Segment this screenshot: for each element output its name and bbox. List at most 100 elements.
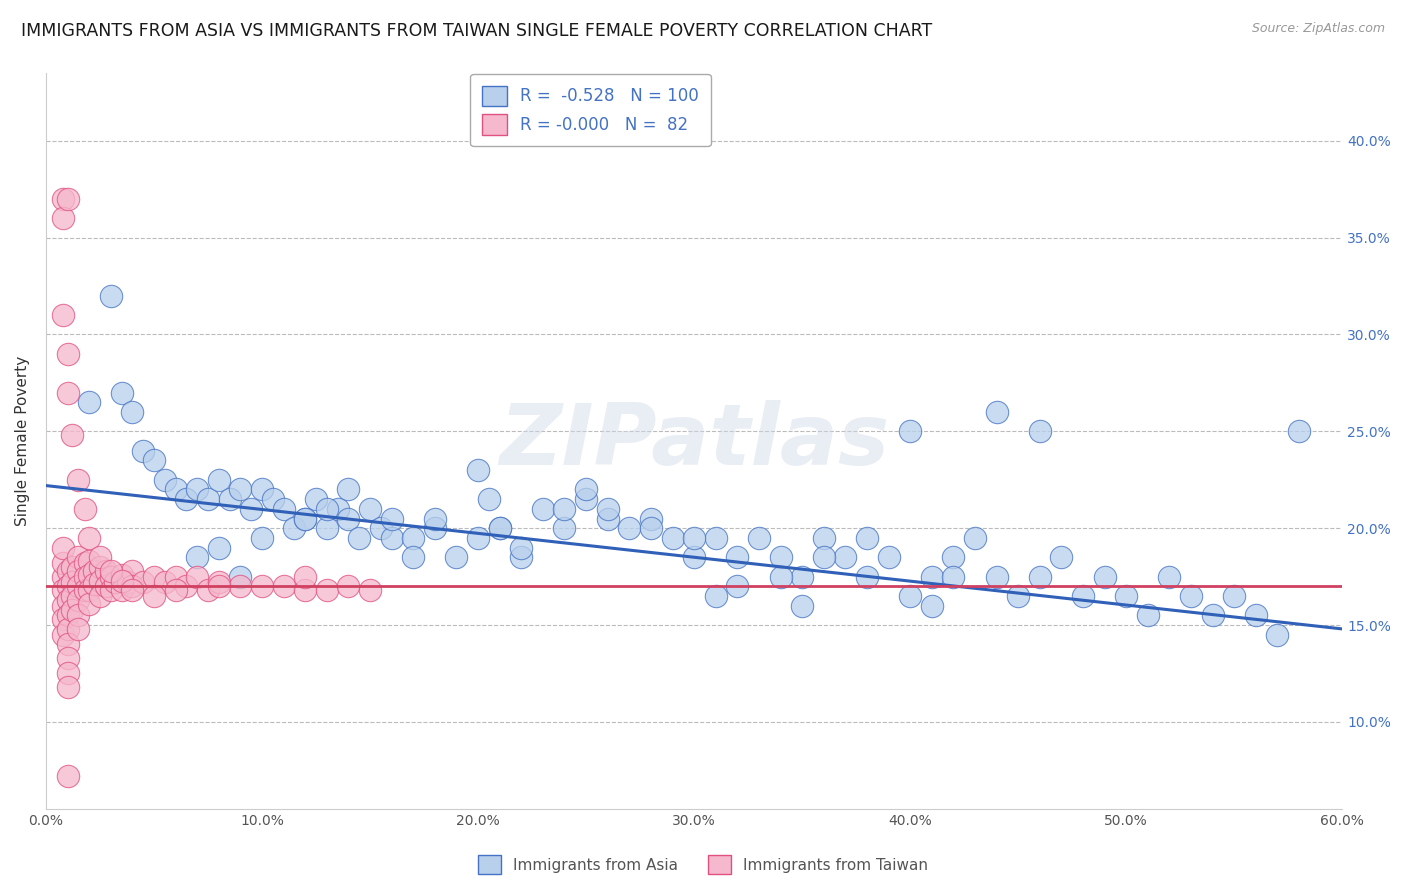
Point xyxy=(1029,569,1052,583)
Point xyxy=(60,560,83,574)
Point xyxy=(683,531,706,545)
Point xyxy=(197,492,219,507)
Point xyxy=(73,556,96,570)
Point xyxy=(704,589,727,603)
Point xyxy=(1094,569,1116,583)
Point xyxy=(56,666,79,681)
Point xyxy=(337,483,360,497)
Point xyxy=(467,463,489,477)
Point xyxy=(143,453,166,467)
Point xyxy=(1050,550,1073,565)
Point xyxy=(100,289,122,303)
Point xyxy=(117,575,139,590)
Point xyxy=(143,589,166,603)
Point xyxy=(165,569,187,583)
Point xyxy=(56,347,79,361)
Point xyxy=(262,492,284,507)
Point xyxy=(661,531,683,545)
Point xyxy=(986,405,1008,419)
Point xyxy=(60,575,83,590)
Point xyxy=(942,550,965,565)
Point xyxy=(921,599,943,613)
Point xyxy=(176,579,198,593)
Point xyxy=(963,531,986,545)
Point xyxy=(186,483,208,497)
Point xyxy=(986,569,1008,583)
Point xyxy=(229,483,252,497)
Point xyxy=(153,575,176,590)
Point xyxy=(67,564,90,578)
Point xyxy=(877,550,900,565)
Point xyxy=(110,574,132,588)
Point xyxy=(294,511,316,525)
Point xyxy=(186,550,208,565)
Point xyxy=(56,385,79,400)
Point xyxy=(56,564,79,578)
Point xyxy=(1267,628,1289,642)
Point xyxy=(56,622,79,636)
Point xyxy=(197,583,219,598)
Point xyxy=(273,501,295,516)
Point xyxy=(60,428,83,442)
Point xyxy=(52,211,75,226)
Point xyxy=(640,511,662,525)
Point xyxy=(1180,589,1202,603)
Point xyxy=(67,622,90,636)
Point xyxy=(683,550,706,565)
Point xyxy=(250,531,273,545)
Point xyxy=(110,385,132,400)
Point xyxy=(240,501,263,516)
Legend: R =  -0.528   N = 100, R = -0.000   N =  82: R = -0.528 N = 100, R = -0.000 N = 82 xyxy=(470,74,710,146)
Point xyxy=(96,579,118,593)
Point xyxy=(813,531,835,545)
Point xyxy=(1159,569,1181,583)
Point xyxy=(402,550,425,565)
Point xyxy=(132,443,155,458)
Point xyxy=(67,473,90,487)
Text: ZIPatlas: ZIPatlas xyxy=(499,400,889,483)
Point xyxy=(326,501,349,516)
Point xyxy=(229,579,252,593)
Point xyxy=(165,483,187,497)
Point xyxy=(77,567,100,582)
Point xyxy=(52,541,75,555)
Point xyxy=(349,531,371,545)
Point xyxy=(52,612,75,626)
Point xyxy=(77,531,100,545)
Point xyxy=(446,550,468,565)
Y-axis label: Single Female Poverty: Single Female Poverty xyxy=(15,356,30,526)
Point xyxy=(553,501,575,516)
Point xyxy=(89,589,111,603)
Point xyxy=(165,583,187,598)
Point xyxy=(52,599,75,613)
Point xyxy=(83,564,105,578)
Point xyxy=(273,579,295,593)
Point xyxy=(553,521,575,535)
Point xyxy=(77,583,100,598)
Point xyxy=(792,599,814,613)
Point xyxy=(423,511,446,525)
Legend: Immigrants from Asia, Immigrants from Taiwan: Immigrants from Asia, Immigrants from Ta… xyxy=(471,849,935,880)
Point xyxy=(478,492,501,507)
Point xyxy=(153,473,176,487)
Point xyxy=(725,579,748,593)
Point xyxy=(73,569,96,583)
Point xyxy=(769,550,792,565)
Point xyxy=(89,574,111,588)
Point xyxy=(370,521,392,535)
Point xyxy=(488,521,510,535)
Point xyxy=(898,589,921,603)
Point xyxy=(315,501,337,516)
Point xyxy=(208,541,231,555)
Point xyxy=(381,531,404,545)
Point xyxy=(381,511,404,525)
Point xyxy=(110,583,132,598)
Point xyxy=(121,564,143,578)
Point xyxy=(294,511,316,525)
Point xyxy=(1136,608,1159,623)
Point xyxy=(121,405,143,419)
Point xyxy=(121,579,143,593)
Point xyxy=(575,483,598,497)
Point xyxy=(77,395,100,409)
Point xyxy=(1201,608,1223,623)
